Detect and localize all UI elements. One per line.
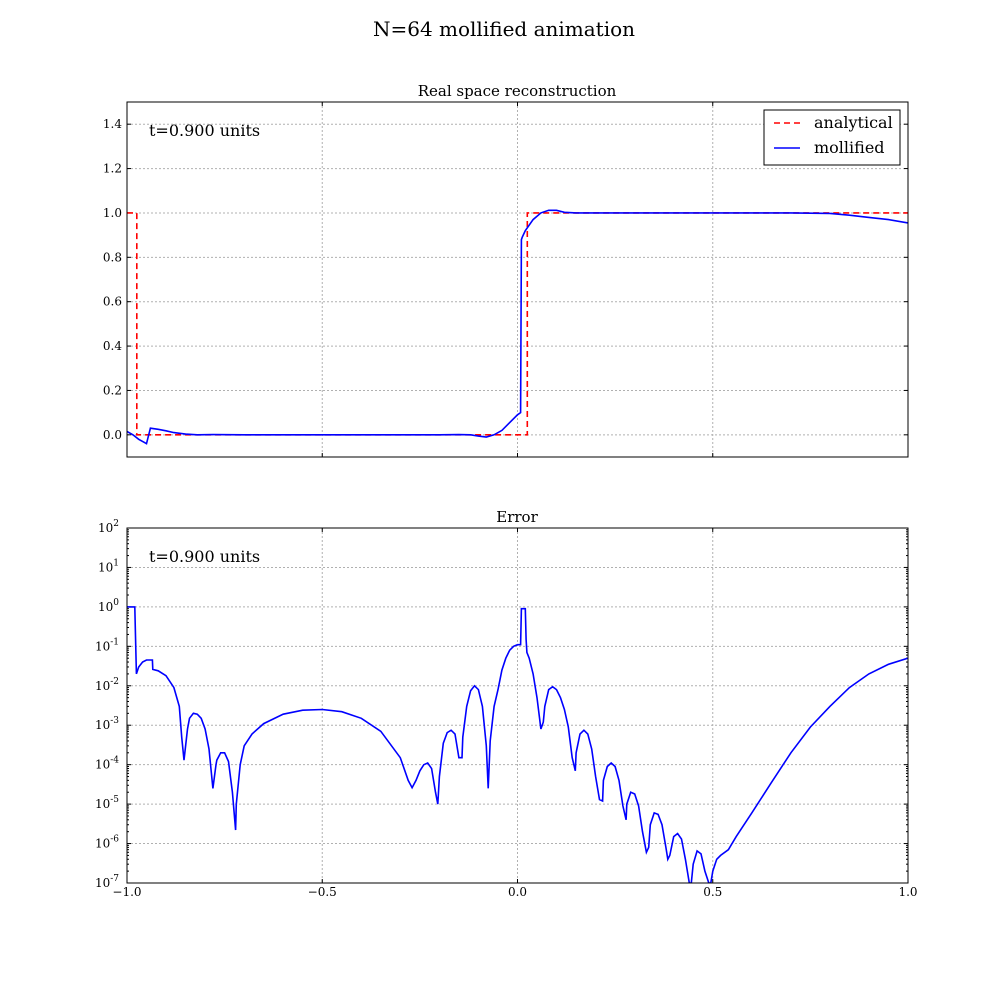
error-y-tick-label: 10-6	[95, 835, 119, 851]
real-space-axes-frame	[126, 101, 909, 458]
error-x-tick-label: −0.5	[308, 885, 337, 899]
error-x-tick-label: 1.0	[898, 885, 917, 899]
real-space-panel: Real space reconstruction 0.00.20.40.60.…	[103, 82, 909, 458]
error-series-line	[127, 606, 908, 883]
legend: analytical mollified	[763, 109, 901, 166]
real-space-y-tick-label: 0.4	[103, 339, 122, 353]
series-mollified-line	[127, 209, 908, 445]
legend-mollified-label: mollified	[814, 138, 885, 157]
error-y-tick-label: 100	[98, 598, 119, 614]
legend-analytical-label: analytical	[814, 113, 893, 132]
error-y-tick-label: 10-5	[95, 795, 119, 811]
real-space-title: Real space reconstruction	[418, 82, 617, 100]
error-title: Error	[496, 508, 538, 526]
real-space-y-tick-label: 0.8	[103, 250, 122, 264]
real-space-y-tick-label: 0.2	[103, 383, 122, 397]
error-y-tick-label: 10-1	[95, 637, 119, 653]
error-y-tick-label: 10-3	[95, 716, 119, 732]
error-y-tick-label: 101	[98, 558, 119, 574]
error-time-annotation: t=0.900 units	[149, 547, 260, 566]
figure-title: N=64 mollified animation	[373, 17, 635, 41]
real-space-plot-area	[127, 209, 908, 445]
real-space-time-annotation: t=0.900 units	[149, 121, 260, 140]
real-space-y-tick-label: 0.6	[103, 295, 122, 309]
error-y-tick-label: 102	[98, 519, 119, 535]
real-space-y-tick-label: 0.0	[103, 428, 122, 442]
error-axes-frame	[126, 527, 909, 884]
error-x-tick-label: 0.5	[703, 885, 722, 899]
legend-box	[763, 109, 901, 166]
real-space-y-tick-label: 1.0	[103, 206, 122, 220]
error-x-tick-label: −1.0	[112, 885, 141, 899]
error-x-tick-label: 0.0	[508, 885, 527, 899]
real-space-y-tick-label: 1.4	[103, 117, 122, 131]
error-y-tick-label: 10-4	[95, 756, 119, 772]
error-grid	[126, 527, 909, 884]
real-space-ticks: 0.0 0.2 0.4 0.6 0.8 1.0 1.2 1.4	[103, 102, 909, 457]
error-panel: Error −1.0 −0.5 0.0 0.5 1.0 102 101 100 10-1 10-2…	[95, 508, 918, 899]
error-plot-area	[127, 606, 908, 883]
error-ticks: −1.0 −0.5 0.0 0.5 1.0 102 101 100 10-1 10-2 10-3 10…	[95, 519, 918, 899]
error-y-tick-label: 10-2	[95, 677, 119, 693]
real-space-y-tick-label: 1.2	[103, 162, 122, 176]
